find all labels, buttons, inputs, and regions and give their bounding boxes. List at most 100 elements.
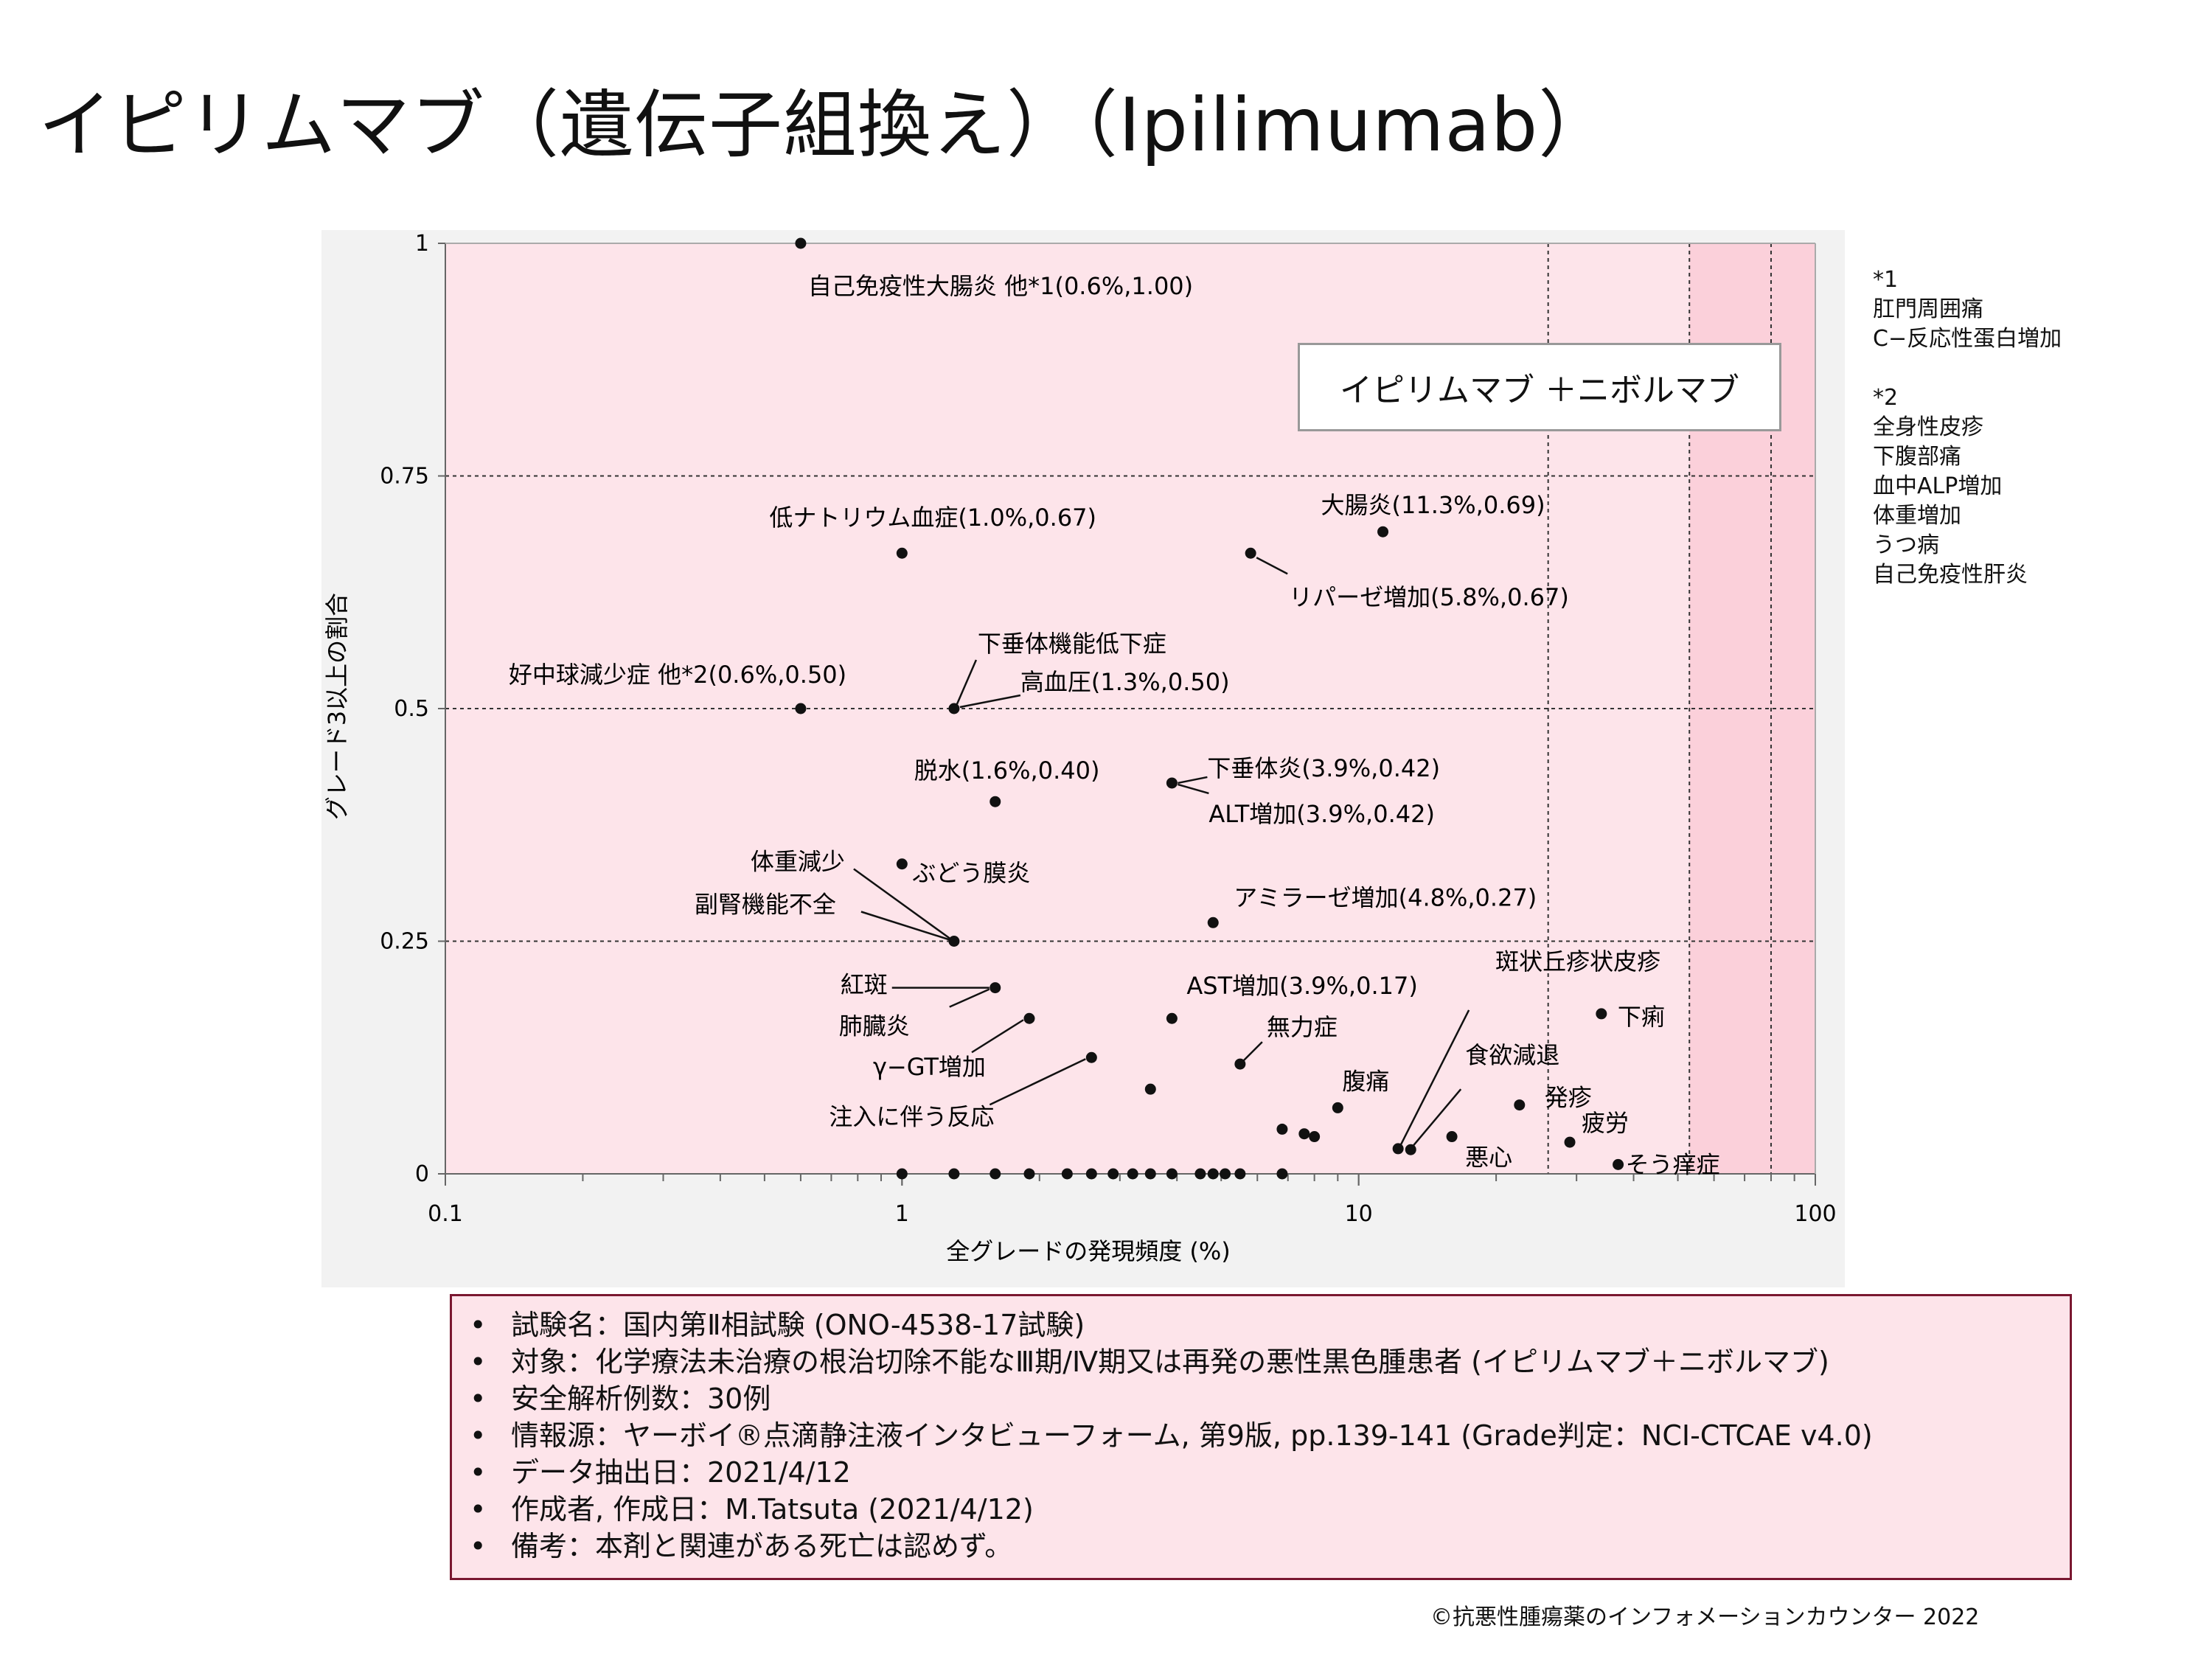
point-label: 好中球減少症 他*2(0.6%,0.50) [509, 661, 846, 689]
legend-box: イピリムマブ ＋ニボルマブ [1298, 343, 1781, 431]
data-point [1207, 1168, 1219, 1180]
leader-line [1242, 1041, 1263, 1062]
leader-line [1178, 776, 1208, 785]
point-label: アミラーゼ増加(4.8%,0.27) [1234, 883, 1537, 911]
data-point [948, 936, 960, 947]
data-point [1166, 1168, 1178, 1180]
y-tick-label: 0.5 [394, 696, 429, 722]
info-row: 情報源：ヤーボイ®点滴静注液インタビューフォーム, 第9版, pp.139-14… [470, 1417, 2055, 1454]
data-point [1194, 1168, 1206, 1180]
data-point [1085, 1051, 1097, 1063]
leader-line [989, 1058, 1086, 1106]
footnotes: *1 肛門周囲痛 C−反応性蛋白増加 *2 全身性皮疹 下腹部痛 血中ALP増加… [1873, 265, 2062, 590]
data-point [1166, 777, 1178, 789]
data-point [795, 237, 807, 249]
info-row: 試験名：国内第Ⅱ相試験 (ONO-4538-17試験) [470, 1307, 2055, 1343]
data-point [1023, 1012, 1035, 1024]
data-point [1107, 1168, 1119, 1180]
data-point [1514, 1099, 1526, 1111]
data-point [990, 796, 1001, 807]
leader-line [959, 694, 1021, 709]
footnote-2-item: 全身性皮疹 [1873, 414, 1983, 440]
page-title: イピリムマブ（遺伝子組換え）（Ipilimumab） [38, 82, 1613, 168]
point-label: γ−GT増加 [873, 1053, 986, 1081]
leader-line [956, 659, 978, 705]
leader-line [853, 868, 950, 939]
data-point [1207, 917, 1219, 928]
data-point [1234, 1168, 1246, 1180]
info-row: データ抽出日：2021/4/12 [470, 1454, 2055, 1491]
data-point [1446, 1131, 1458, 1143]
point-label: 高血圧(1.3%,0.50) [1020, 668, 1230, 696]
leader-line [1178, 783, 1209, 795]
point-label: 斑状丘疹状皮疹 [1495, 947, 1660, 975]
data-point [1234, 1058, 1246, 1070]
data-point [990, 982, 1001, 994]
point-labels: 自己免疫性大腸炎 他*1(0.6%,1.00) 低ナトリウム血症(1.0%,0.6… [509, 272, 1720, 1178]
data-point [990, 1168, 1001, 1180]
point-label: 体重減少 [751, 848, 845, 876]
data-point [1564, 1136, 1576, 1148]
point-label: 注入に伴う反応 [829, 1102, 994, 1130]
leader-lines [853, 557, 1470, 1146]
footnote-1-mark: *1 [1873, 267, 1899, 293]
data-point [948, 1168, 960, 1180]
data-point [1596, 1008, 1607, 1020]
leader-line [971, 1019, 1024, 1054]
y-tick-label: 0.75 [380, 464, 429, 490]
x-axis-label: 全グレードの発現頻度 (%) [946, 1237, 1231, 1265]
x-tick-label: 0.1 [428, 1201, 463, 1227]
point-label: 食欲減退 [1465, 1041, 1559, 1069]
point-label: 疲労 [1582, 1109, 1629, 1137]
point-label: 下垂体炎(3.9%,0.42) [1207, 754, 1440, 782]
x-tick-label: 100 [1794, 1201, 1836, 1227]
data-point [1276, 1168, 1288, 1180]
data-point [1276, 1123, 1288, 1135]
data-point [896, 1168, 908, 1180]
data-point [795, 703, 807, 714]
data-point [1023, 1168, 1035, 1180]
footnote-2-item: 体重増加 [1873, 503, 1961, 529]
data-point [1061, 1168, 1073, 1180]
data-point [1220, 1168, 1231, 1180]
footnote-2-item: 自己免疫性肝炎 [1873, 562, 2028, 588]
leader-line [949, 988, 990, 1008]
point-label: 悪心 [1465, 1144, 1512, 1172]
point-label: 紅斑 [841, 971, 888, 999]
copyright: ©抗悪性腫瘍薬のインフォメーションカウンター 2022 [1430, 1604, 1980, 1630]
footnote-2-item: 血中ALP増加 [1873, 473, 2003, 499]
point-label: 副腎機能不全 [695, 891, 836, 919]
footnote-1-item: C−反応性蛋白増加 [1873, 326, 2062, 352]
y-tick-label: 0.25 [380, 929, 429, 955]
data-point [948, 703, 960, 714]
footnote-2-mark: *2 [1873, 385, 1899, 411]
point-label: 肺臓炎 [839, 1012, 910, 1040]
data-point [1392, 1143, 1404, 1155]
point-label: ALT増加(3.9%,0.42) [1208, 800, 1435, 828]
data-point [896, 547, 908, 559]
data-point [1298, 1128, 1310, 1140]
point-label: 腹痛 [1342, 1067, 1389, 1095]
data-point [1144, 1083, 1156, 1095]
footnote-2-item: 下腹部痛 [1873, 444, 1961, 470]
y-tick-label: 0 [415, 1161, 429, 1187]
point-label: 発疹 [1545, 1084, 1592, 1112]
data-point [1085, 1168, 1097, 1180]
data-point [1332, 1102, 1343, 1113]
info-row: 対象：化学療法未治療の根治切除不能なⅢ期/Ⅳ期又は再発の悪性黒色腫患者 (イピリ… [470, 1343, 2055, 1380]
data-point [1144, 1168, 1156, 1180]
leader-line [1400, 1009, 1470, 1145]
data-point [1166, 1012, 1178, 1024]
y-tick-label: 1 [415, 231, 429, 257]
study-info-box: 試験名：国内第Ⅱ相試験 (ONO-4538-17試験) 対象：化学療法未治療の根… [450, 1294, 2072, 1580]
point-label: リパーゼ増加(5.8%,0.67) [1289, 583, 1569, 611]
point-label: 大腸炎(11.3%,0.69) [1321, 491, 1545, 519]
footnote-1-item: 肛門周囲痛 [1873, 296, 1983, 322]
data-point [1405, 1144, 1416, 1155]
y-axis-label: グレード3以上の割合 [323, 593, 351, 820]
leader-line [1256, 557, 1288, 575]
point-label: 下痢 [1618, 1003, 1665, 1031]
data-points [795, 237, 1624, 1180]
footnote-2-item: うつ病 [1873, 532, 1939, 558]
data-point [1309, 1131, 1321, 1143]
